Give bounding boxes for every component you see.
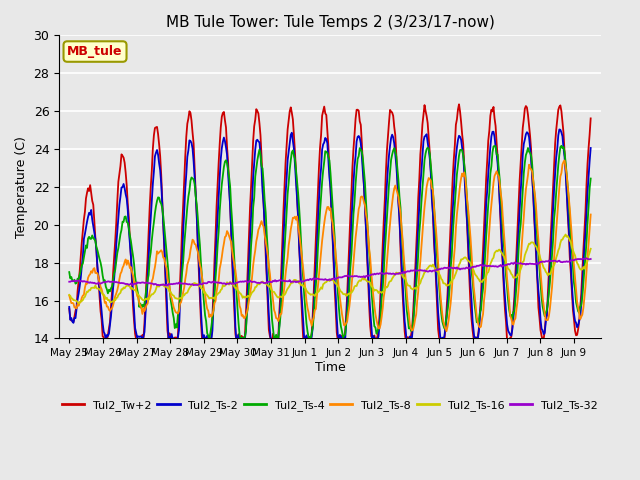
Tul2_Ts-8 <box>348 285 355 290</box>
Tul2_Ts-16 <box>494 249 502 254</box>
Tul2_Ts-32 <box>65 279 73 285</box>
Tul2_Ts-32 <box>587 256 595 262</box>
Tul2_Tw+2 <box>587 116 595 121</box>
Tul2_Ts-8 <box>316 262 324 268</box>
Tul2_Ts-4 <box>577 304 584 310</box>
Tul2_Ts-8 <box>313 293 321 299</box>
Legend: Tul2_Tw+2, Tul2_Ts-2, Tul2_Ts-4, Tul2_Ts-8, Tul2_Ts-16, Tul2_Ts-32: Tul2_Tw+2, Tul2_Ts-2, Tul2_Ts-4, Tul2_Ts… <box>58 396 602 415</box>
Tul2_Ts-2 <box>376 321 383 327</box>
Tul2_Ts-4 <box>65 269 73 275</box>
Tul2_Ts-2 <box>494 161 502 167</box>
Tul2_Ts-32 <box>494 264 502 270</box>
Line: Tul2_Ts-4: Tul2_Ts-4 <box>69 146 591 340</box>
Tul2_Ts-16 <box>377 289 385 295</box>
Tul2_Ts-2 <box>556 127 563 132</box>
Title: MB Tule Tower: Tule Temps 2 (3/23/17-now): MB Tule Tower: Tule Temps 2 (3/23/17-now… <box>166 15 494 30</box>
Tul2_Ts-4 <box>240 337 248 343</box>
Tul2_Tw+2 <box>313 213 321 219</box>
Tul2_Ts-16 <box>65 292 73 298</box>
Tul2_Tw+2 <box>65 306 73 312</box>
Tul2_Tw+2 <box>316 145 324 151</box>
Tul2_Ts-32 <box>164 283 172 288</box>
Tul2_Ts-16 <box>317 285 325 290</box>
Tul2_Tw+2 <box>577 305 584 311</box>
Tul2_Ts-8 <box>494 172 502 178</box>
Tul2_Ts-16 <box>577 266 584 272</box>
Tul2_Ts-2 <box>316 177 324 183</box>
Tul2_Tw+2 <box>455 101 463 107</box>
Tul2_Ts-32 <box>377 271 385 276</box>
Tul2_Ts-32 <box>575 256 583 262</box>
Tul2_Ts-4 <box>377 315 385 321</box>
Line: Tul2_Ts-8: Tul2_Ts-8 <box>69 160 591 331</box>
Tul2_Ts-2 <box>577 315 584 321</box>
Text: MB_tule: MB_tule <box>67 45 123 58</box>
Tul2_Ts-2 <box>348 219 355 225</box>
Tul2_Tw+2 <box>437 341 445 347</box>
Tul2_Ts-8 <box>587 212 595 217</box>
Tul2_Ts-16 <box>562 232 570 238</box>
Tul2_Ts-32 <box>317 276 325 282</box>
Tul2_Ts-4 <box>557 143 565 149</box>
Tul2_Ts-2 <box>587 145 595 151</box>
Line: Tul2_Tw+2: Tul2_Tw+2 <box>69 104 591 344</box>
Tul2_Ts-32 <box>349 273 356 279</box>
Tul2_Ts-32 <box>582 255 590 261</box>
X-axis label: Time: Time <box>315 361 346 374</box>
Tul2_Tw+2 <box>495 174 502 180</box>
Tul2_Tw+2 <box>376 312 383 318</box>
Tul2_Ts-4 <box>494 152 502 157</box>
Tul2_Ts-16 <box>587 246 595 252</box>
Tul2_Ts-4 <box>317 194 325 200</box>
Tul2_Ts-4 <box>587 176 595 181</box>
Tul2_Ts-2 <box>313 241 321 247</box>
Tul2_Ts-32 <box>314 276 322 281</box>
Tul2_Ts-2 <box>403 340 411 346</box>
Y-axis label: Temperature (C): Temperature (C) <box>15 136 28 238</box>
Tul2_Ts-8 <box>65 292 73 298</box>
Tul2_Ts-2 <box>65 304 73 310</box>
Tul2_Ts-16 <box>349 288 356 294</box>
Tul2_Ts-8 <box>561 157 568 163</box>
Tul2_Ts-16 <box>75 300 83 306</box>
Tul2_Tw+2 <box>348 191 355 196</box>
Line: Tul2_Ts-32: Tul2_Ts-32 <box>69 258 591 286</box>
Line: Tul2_Ts-2: Tul2_Ts-2 <box>69 130 591 343</box>
Line: Tul2_Ts-16: Tul2_Ts-16 <box>69 235 591 303</box>
Tul2_Ts-8 <box>577 316 584 322</box>
Tul2_Ts-4 <box>314 244 322 250</box>
Tul2_Ts-8 <box>376 325 383 331</box>
Tul2_Ts-16 <box>314 289 322 295</box>
Tul2_Ts-4 <box>349 231 356 237</box>
Tul2_Ts-8 <box>443 328 451 334</box>
